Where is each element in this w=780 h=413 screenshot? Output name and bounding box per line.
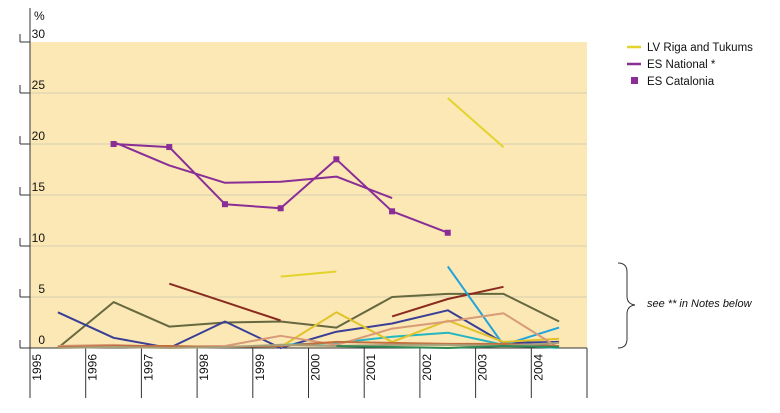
series-line [168,282,281,322]
series-13 [336,345,560,349]
series-line [57,341,560,349]
series-line [113,141,393,200]
data-point-marker [166,144,173,151]
x-tick-label: 1995 [30,354,44,381]
legend-label: LV Riga and Tukums [647,42,753,54]
legend: LV Riga and Tukums ES National * ES Catalo… [627,42,753,88]
series-9 [280,311,560,348]
annotation-brace [617,262,636,349]
annotation-text: see ** in Notes below [647,298,753,310]
x-tick-labels: 1995 1996 1997 1998 1999 2000 2001 2002 2003 2004 [29,348,588,398]
y-tick-label: 20 [32,129,46,143]
legend-marker [631,77,638,84]
y-axis-unit-label: % [34,9,45,23]
legend-label: ES National * [647,59,716,71]
series-lines [57,97,560,349]
series-line [336,345,560,349]
data-point-marker [389,208,396,215]
y-tick-labels: 0 5 10 15 20 25 30 [19,27,46,349]
series-line [391,285,504,318]
x-tick-label: 1996 [86,354,100,381]
series-line [280,311,560,348]
y-tick-label: 15 [32,180,46,194]
data-point-marker [277,205,284,212]
x-tick-label: 1999 [253,354,267,381]
series-line [447,97,505,148]
y-tick-label: 10 [32,231,46,245]
legend-label: ES Catalonia [647,76,715,88]
y-tick-label: 5 [38,282,45,296]
series-12 [57,341,560,349]
y-tick-label: 30 [32,27,46,41]
x-tick-label: 2004 [531,354,545,381]
series-2 [113,141,393,200]
x-tick-label: 2002 [420,354,434,381]
x-tick-label: 2001 [364,354,378,381]
x-tick-label: 2000 [309,354,323,381]
x-tick-label: 1998 [197,354,211,381]
data-point-marker [221,201,228,208]
x-tick-label: 1997 [141,354,155,381]
y-tick-label: 0 [38,333,45,347]
data-point-marker [110,141,117,147]
y-tick-label: 25 [32,78,46,92]
series-1 [280,97,505,278]
series-5 [168,282,504,322]
series-11 [57,340,560,348]
series-3 [110,141,451,236]
series-line [280,270,337,278]
annotation: see ** in Notes below [617,262,753,349]
x-tick-label: 2003 [476,354,490,381]
series-line [57,340,560,348]
data-point-marker [333,156,340,163]
data-point-marker [444,229,451,236]
